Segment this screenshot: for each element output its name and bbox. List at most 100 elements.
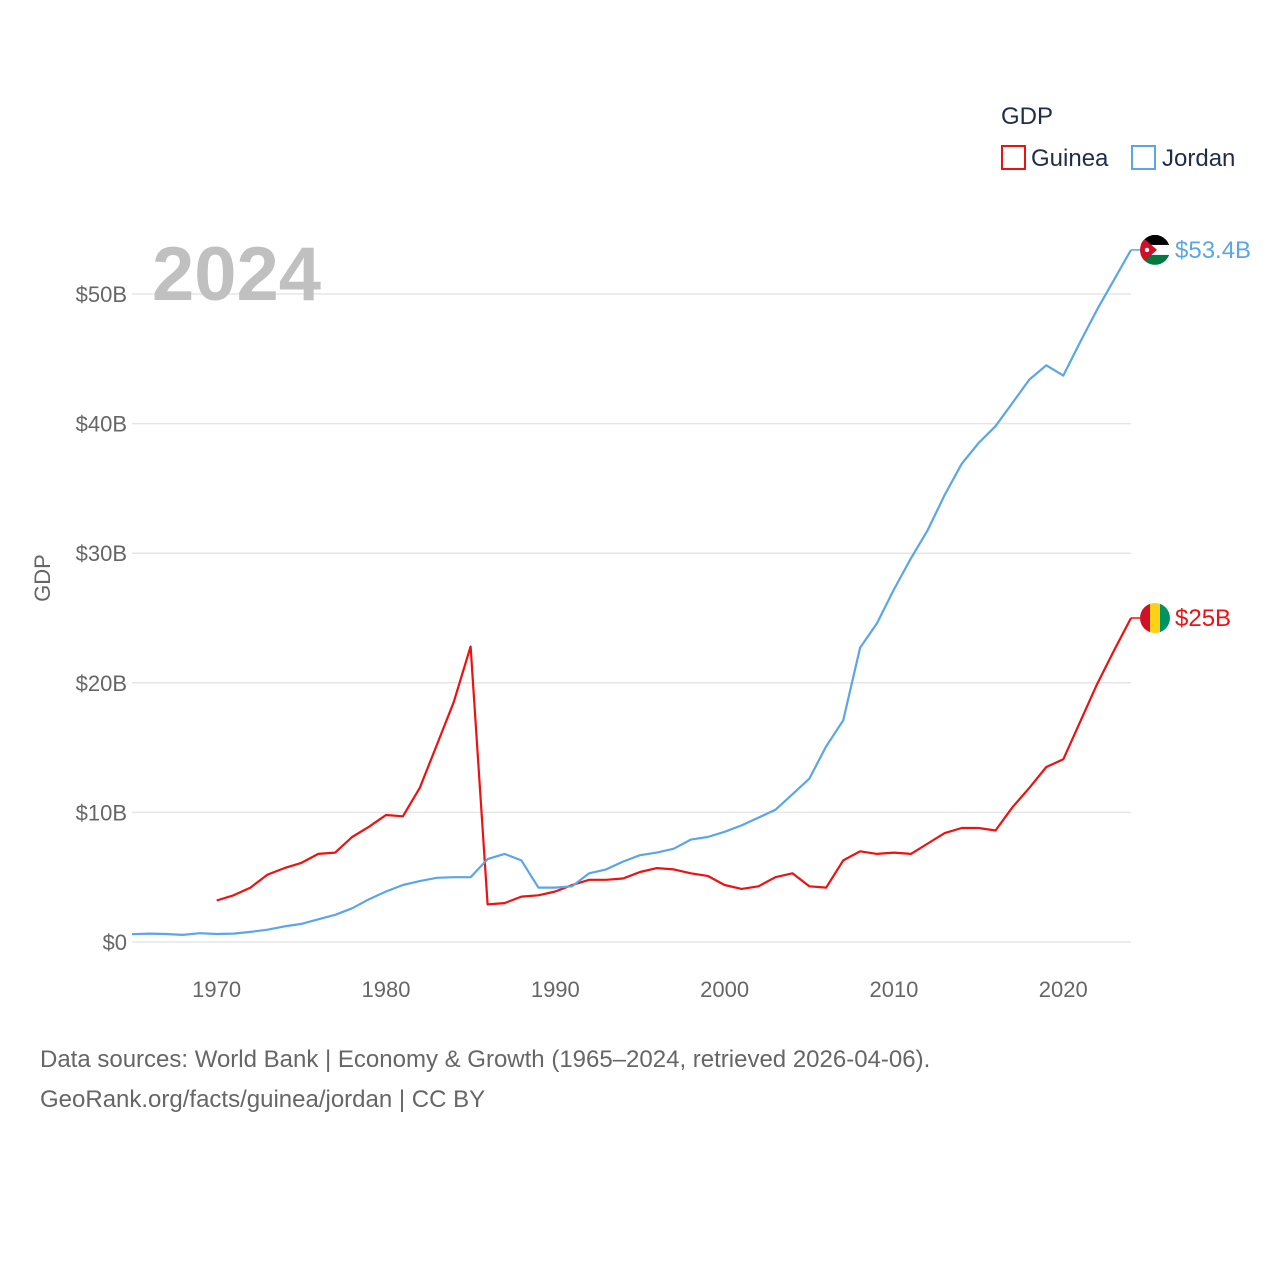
series-line-jordan[interactable] (131, 249, 1132, 937)
data-point-guinea (740, 887, 744, 891)
data-point-jordan (638, 853, 642, 857)
legend-label-jordan[interactable]: Jordan (1162, 145, 1235, 172)
data-point-jordan (1095, 308, 1099, 312)
data-point-guinea (1010, 805, 1014, 809)
x-tick-label: 2010 (869, 977, 918, 1002)
data-point-guinea (604, 878, 608, 882)
data-point-jordan (875, 621, 879, 625)
end-value-label-jordan: $53.4B (1175, 237, 1251, 264)
data-point-guinea (536, 893, 540, 897)
x-tick-label: 1970 (192, 977, 241, 1002)
data-point-jordan (215, 932, 219, 936)
legend-swatch-guinea[interactable] (1001, 145, 1026, 170)
data-point-jordan (689, 838, 693, 842)
series-line-guinea[interactable] (216, 617, 1132, 906)
footer-sources: Data sources: World Bank | Economy & Gro… (40, 1046, 931, 1073)
data-point-guinea (689, 871, 693, 875)
data-point-guinea (960, 826, 964, 830)
data-point-jordan (333, 913, 337, 917)
data-point-guinea (367, 825, 371, 829)
data-point-jordan (282, 924, 286, 928)
y-tick-label: $30B (76, 541, 127, 566)
data-point-jordan (909, 556, 913, 560)
data-point-jordan (519, 858, 523, 862)
x-tick-label: 2020 (1039, 977, 1088, 1002)
data-point-jordan (892, 587, 896, 591)
data-point-guinea (1112, 648, 1116, 652)
data-point-jordan (841, 718, 845, 722)
data-point-guinea (519, 895, 523, 899)
data-point-jordan (147, 932, 151, 936)
data-point-jordan (994, 424, 998, 428)
data-point-jordan (756, 816, 760, 820)
data-point-guinea (655, 866, 659, 870)
data-point-guinea (909, 852, 913, 856)
data-point-guinea (977, 826, 981, 830)
data-point-guinea (249, 886, 253, 890)
data-point-jordan (824, 744, 828, 748)
data-point-jordan (486, 857, 490, 861)
end-value-label-guinea: $25B (1175, 605, 1231, 632)
y-tick-label: $0 (103, 930, 127, 955)
data-point-guinea (282, 866, 286, 870)
data-point-guinea (232, 893, 236, 897)
legend: GDP Guinea Jordan (1001, 103, 1235, 172)
data-point-jordan (1061, 374, 1065, 378)
data-point-jordan (570, 884, 574, 888)
data-point-jordan (943, 493, 947, 497)
data-point-jordan (249, 930, 253, 934)
data-point-guinea (553, 889, 557, 893)
data-point-jordan (960, 462, 964, 466)
data-point-guinea (435, 743, 439, 747)
data-point-jordan (452, 875, 456, 879)
data-point-guinea (926, 842, 930, 846)
data-point-guinea (418, 786, 422, 790)
data-point-jordan (977, 441, 981, 445)
legend-swatch-jordan[interactable] (1131, 145, 1156, 170)
data-point-guinea (215, 899, 219, 903)
data-point-guinea (858, 849, 862, 853)
data-point-guinea (316, 852, 320, 856)
grid-lines (132, 293, 1131, 943)
data-point-jordan (672, 847, 676, 851)
data-point-jordan (926, 528, 930, 532)
data-point-jordan (604, 867, 608, 871)
footer-link[interactable]: GeoRank.org/facts/guinea/jordan | CC BY (40, 1086, 486, 1113)
data-point-jordan (740, 823, 744, 827)
data-point-jordan (232, 932, 236, 936)
data-point-jordan (553, 886, 557, 890)
data-point-guinea (333, 851, 337, 855)
data-point-jordan (1010, 401, 1014, 405)
flag-icon-jordan (1140, 234, 1170, 265)
data-point-guinea (824, 886, 828, 890)
data-point-jordan (790, 792, 794, 796)
data-point-jordan (401, 883, 405, 887)
data-point-guinea (452, 700, 456, 704)
data-point-guinea (994, 829, 998, 833)
data-point-guinea (587, 878, 591, 882)
data-point-jordan (418, 879, 422, 883)
data-point-guinea (841, 858, 845, 862)
x-tick-label: 2000 (700, 977, 749, 1002)
end-markers: $25B $53.4B (1131, 234, 1251, 633)
data-point-jordan (723, 830, 727, 834)
data-point-jordan (316, 917, 320, 921)
flag-icon-guinea (1140, 603, 1170, 633)
data-point-guinea (1095, 682, 1099, 686)
y-tick-label: $10B (76, 800, 127, 825)
data-point-guinea (469, 645, 473, 649)
y-axis-title: GDP (30, 554, 55, 602)
data-point-guinea (1027, 786, 1031, 790)
data-point-guinea (756, 884, 760, 888)
data-point-jordan (858, 646, 862, 650)
data-point-guinea (621, 876, 625, 880)
legend-title[interactable]: GDP (1001, 103, 1053, 130)
data-point-guinea (672, 867, 676, 871)
data-point-jordan (773, 808, 777, 812)
legend-label-guinea[interactable]: Guinea (1031, 145, 1109, 172)
data-point-guinea (723, 883, 727, 887)
data-point-guinea (350, 835, 354, 839)
data-point-jordan (367, 897, 371, 901)
data-point-guinea (790, 871, 794, 875)
data-point-jordan (706, 835, 710, 839)
